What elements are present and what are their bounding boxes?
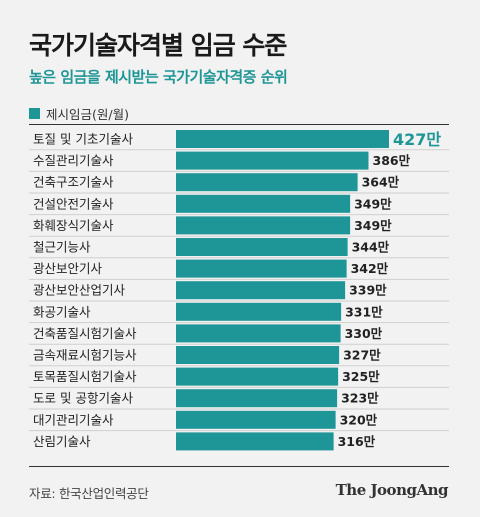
- brand-logo: The JoongAng: [335, 481, 449, 499]
- bar: [176, 259, 347, 278]
- bar: [176, 173, 358, 192]
- category-label: 대기관리기술사: [33, 412, 114, 427]
- category-label: 토질 및 기초기술사: [33, 132, 133, 147]
- bar: [176, 367, 339, 386]
- bar: [176, 432, 334, 451]
- bar: [176, 410, 336, 429]
- category-label: 수질관리기술사: [33, 153, 114, 168]
- value-label: 323만: [341, 391, 379, 406]
- category-label: 건설안전기술사: [33, 196, 114, 211]
- category-label: 건축구조기술사: [33, 175, 114, 190]
- value-label: 364만: [362, 175, 400, 190]
- category-label: 토목품질시험기술사: [33, 369, 137, 384]
- value-label: 344만: [352, 240, 390, 255]
- category-label: 광산보안산업기사: [33, 283, 126, 298]
- bar: [176, 346, 340, 364]
- source-note: 자료: 한국산업인력공단: [29, 486, 149, 501]
- bottom-rule: [29, 466, 449, 467]
- value-label: 325만: [342, 369, 380, 384]
- value-label: 339만: [349, 283, 387, 298]
- bar: [176, 216, 351, 235]
- bar: [176, 281, 346, 300]
- category-label: 화공기술사: [33, 304, 91, 319]
- value-label: 342만: [351, 261, 389, 276]
- legend: 제시임금(원/월): [29, 104, 129, 123]
- value-label: 427만: [393, 130, 441, 149]
- category-label: 화훼장식기술사: [33, 218, 114, 233]
- value-label: 349만: [354, 218, 392, 233]
- value-label: 316만: [338, 434, 376, 449]
- legend-swatch: [29, 108, 40, 119]
- bar: [176, 302, 342, 321]
- category-label: 철근기능사: [33, 240, 91, 255]
- chart-subtitle: 높은 임금을 제시받는 국가기술자격증 순위: [29, 68, 288, 86]
- top-rule: [29, 124, 449, 125]
- bar: [176, 130, 389, 148]
- category-label: 도로 및 공항기술사: [33, 391, 133, 406]
- value-label: 330만: [345, 326, 383, 341]
- category-label: 금속재료시험기능사: [33, 348, 137, 363]
- value-label: 320만: [340, 412, 378, 427]
- bar: [176, 151, 369, 170]
- bar: [176, 389, 338, 408]
- bar: [176, 238, 348, 256]
- category-label: 산림기술사: [33, 434, 91, 449]
- category-label: 건축품질시험기술사: [33, 326, 137, 341]
- value-label: 331만: [345, 304, 383, 319]
- value-label: 349만: [354, 196, 392, 211]
- value-label: 327만: [343, 348, 381, 363]
- legend-label: 제시임금(원/월): [46, 107, 129, 122]
- bar: [176, 324, 341, 343]
- chart-title: 국가기술자격별 임금 수준: [29, 31, 287, 60]
- value-label: 386만: [373, 153, 411, 168]
- category-label: 광산보안기사: [33, 261, 103, 276]
- bar: [176, 194, 351, 213]
